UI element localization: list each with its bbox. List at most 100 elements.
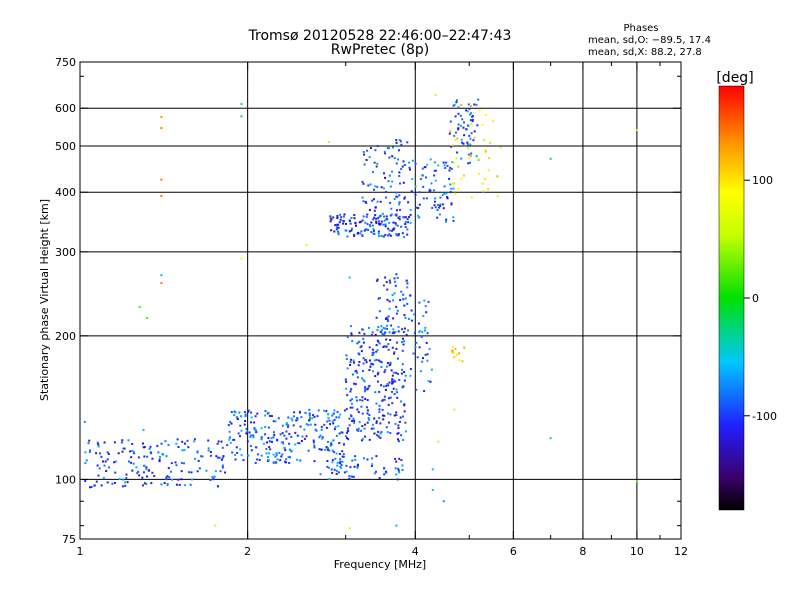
data-point	[387, 384, 390, 387]
data-point	[384, 318, 387, 320]
data-point	[368, 414, 371, 416]
data-point	[374, 391, 377, 394]
data-point	[133, 451, 135, 454]
data-point	[410, 309, 413, 312]
data-point	[361, 328, 363, 331]
data-point	[249, 445, 252, 447]
data-point	[361, 235, 364, 237]
data-point	[337, 226, 340, 229]
data-point	[382, 235, 385, 238]
data-point	[450, 187, 452, 190]
data-point	[345, 387, 348, 390]
data-point	[350, 334, 353, 337]
data-point	[460, 177, 463, 180]
data-point	[409, 213, 412, 216]
data-point	[398, 457, 401, 460]
data-point	[320, 448, 323, 451]
data-point	[327, 417, 330, 420]
data-point	[402, 385, 405, 388]
data-point	[132, 462, 135, 465]
data-point	[415, 206, 418, 209]
data-point	[337, 223, 340, 226]
data-point	[177, 446, 180, 448]
data-point	[374, 375, 377, 378]
data-point	[477, 172, 480, 175]
data-point	[373, 188, 375, 191]
data-point	[366, 412, 369, 415]
data-point	[100, 455, 103, 458]
data-point	[409, 168, 411, 171]
data-point	[366, 458, 369, 461]
data-point	[385, 365, 388, 368]
data-point	[452, 216, 455, 219]
data-point	[390, 324, 393, 327]
data-point	[400, 400, 403, 403]
data-point	[285, 461, 287, 464]
data-point	[137, 470, 140, 473]
data-point	[313, 415, 316, 418]
data-point	[246, 411, 249, 414]
data-point	[346, 336, 349, 339]
data-point	[176, 438, 179, 441]
data-point	[355, 396, 358, 399]
data-point	[366, 213, 369, 216]
data-point	[385, 324, 388, 327]
data-point	[423, 299, 426, 302]
data-point	[452, 161, 455, 164]
data-point	[266, 441, 268, 444]
data-point	[445, 192, 448, 195]
data-point	[424, 166, 427, 169]
data-point	[317, 409, 320, 412]
data-point	[356, 467, 359, 469]
data-point	[401, 165, 404, 168]
data-point	[260, 438, 263, 441]
data-point	[136, 472, 139, 475]
data-point	[371, 348, 374, 351]
data-point	[102, 460, 104, 463]
data-point	[239, 448, 242, 451]
data-point	[470, 123, 473, 126]
data-point	[285, 422, 288, 425]
data-point	[331, 414, 334, 417]
data-point	[303, 438, 306, 440]
data-point	[363, 332, 366, 335]
data-point	[344, 229, 347, 232]
data-point	[384, 225, 387, 228]
data-point	[408, 161, 411, 164]
data-point	[244, 413, 247, 416]
data-point	[334, 425, 337, 428]
data-point	[228, 436, 231, 439]
colorbar-tick-label: 100	[752, 174, 773, 187]
data-point	[369, 365, 372, 368]
data-point	[348, 417, 351, 420]
data-point	[406, 302, 409, 305]
data-point	[395, 141, 398, 144]
data-point	[442, 203, 445, 206]
data-point	[635, 480, 638, 483]
data-point	[150, 482, 153, 485]
data-point	[296, 419, 299, 422]
data-point	[477, 157, 480, 160]
data-point	[358, 361, 361, 363]
data-point	[462, 142, 465, 145]
data-point	[362, 328, 365, 331]
data-point	[383, 414, 386, 417]
data-point	[114, 460, 117, 463]
data-point	[397, 427, 400, 430]
data-point	[237, 432, 240, 435]
data-point	[274, 461, 277, 463]
data-point	[305, 423, 308, 426]
data-point	[356, 376, 359, 379]
data-point	[205, 469, 208, 472]
data-point	[436, 209, 439, 211]
data-point	[106, 481, 109, 484]
data-point	[264, 433, 267, 436]
data-point	[353, 382, 356, 385]
data-point	[400, 372, 403, 375]
data-point	[377, 371, 380, 374]
data-point	[455, 131, 457, 134]
data-point	[390, 369, 393, 372]
data-point	[386, 146, 389, 149]
data-point	[384, 331, 387, 334]
data-point	[220, 440, 223, 443]
